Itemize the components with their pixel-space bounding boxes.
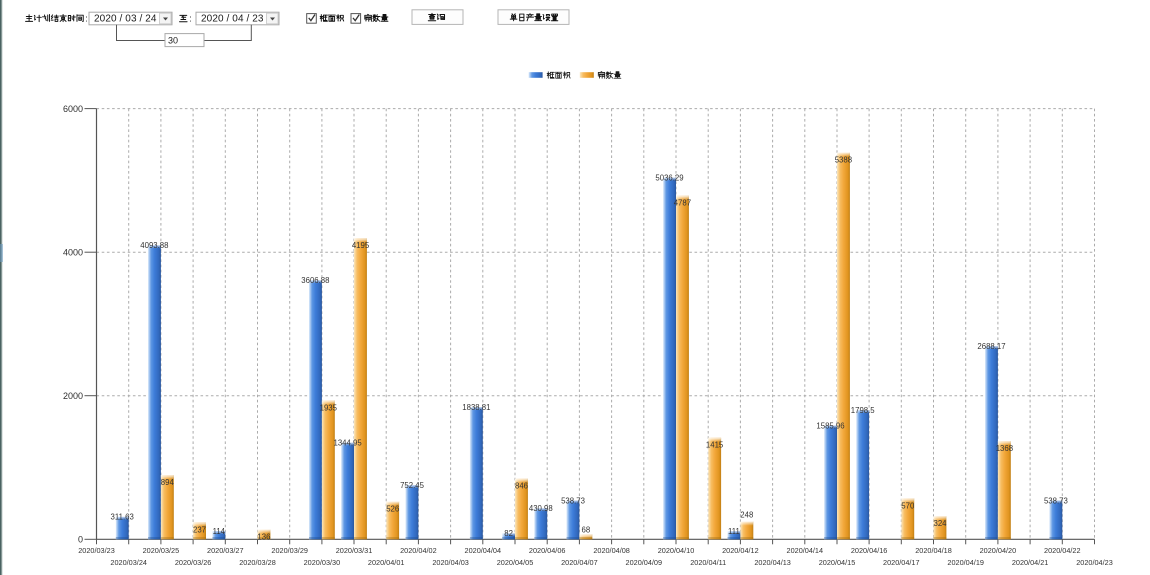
svg-text:1368: 1368 <box>996 444 1013 453</box>
svg-text:2020/04/04: 2020/04/04 <box>465 546 502 555</box>
svg-text:430.98: 430.98 <box>529 504 553 513</box>
svg-text:82: 82 <box>504 529 513 538</box>
svg-text:2020/04/21: 2020/04/21 <box>1012 558 1049 567</box>
svg-text:30: 30 <box>168 35 178 45</box>
svg-text:311.63: 311.63 <box>111 513 134 522</box>
svg-text:2020/03/30: 2020/03/30 <box>304 558 341 567</box>
svg-text:2020 / 03 / 24: 2020 / 03 / 24 <box>94 14 157 25</box>
svg-text:2020/04/09: 2020/04/09 <box>626 558 663 567</box>
svg-text:114: 114 <box>213 527 226 536</box>
svg-text:136: 136 <box>257 533 270 542</box>
svg-text:1838.81: 1838.81 <box>462 403 490 412</box>
svg-text:6000: 6000 <box>63 104 83 114</box>
svg-text:2020/04/05: 2020/04/05 <box>497 558 534 567</box>
svg-text:2020/04/10: 2020/04/10 <box>658 546 695 555</box>
svg-text:2020/04/14: 2020/04/14 <box>787 546 824 555</box>
svg-text:2020/03/27: 2020/03/27 <box>207 546 244 555</box>
svg-text:111: 111 <box>728 527 740 536</box>
svg-text:2020/03/28: 2020/03/28 <box>239 558 276 567</box>
svg-text:1585.96: 1585.96 <box>816 421 844 430</box>
svg-text::: : <box>85 14 88 24</box>
svg-text:894: 894 <box>161 478 175 487</box>
svg-text:2020/03/29: 2020/03/29 <box>271 546 308 555</box>
svg-text:2020/04/03: 2020/04/03 <box>432 558 469 567</box>
svg-text:2020/04/18: 2020/04/18 <box>915 546 952 555</box>
svg-text:538.73: 538.73 <box>1044 496 1068 505</box>
svg-text:2020/04/07: 2020/04/07 <box>561 558 598 567</box>
svg-text:2020/03/26: 2020/03/26 <box>175 558 212 567</box>
svg-text:2020/03/23: 2020/03/23 <box>78 546 115 555</box>
svg-text:0: 0 <box>78 535 83 545</box>
svg-text:538.73: 538.73 <box>561 496 585 505</box>
svg-text:3606.88: 3606.88 <box>301 276 329 285</box>
svg-text:2020/04/15: 2020/04/15 <box>819 558 856 567</box>
svg-text:2020/03/24: 2020/03/24 <box>110 558 147 567</box>
svg-text:2020/04/02: 2020/04/02 <box>400 546 437 555</box>
svg-text:2020/04/22: 2020/04/22 <box>1044 546 1081 555</box>
svg-text:2020/04/01: 2020/04/01 <box>368 558 405 567</box>
svg-text:2020/04/17: 2020/04/17 <box>883 558 920 567</box>
svg-text:2020/04/06: 2020/04/06 <box>529 546 566 555</box>
svg-text:2020/04/23: 2020/04/23 <box>1076 558 1113 567</box>
svg-text:1798.5: 1798.5 <box>851 406 876 415</box>
svg-text:2020/04/08: 2020/04/08 <box>593 546 630 555</box>
svg-text:1415: 1415 <box>706 441 724 450</box>
svg-text:5036.29: 5036.29 <box>655 174 683 183</box>
svg-text:2020 / 04 / 23: 2020 / 04 / 23 <box>201 14 264 25</box>
svg-text:846: 846 <box>515 482 528 491</box>
svg-text:2020/04/11: 2020/04/11 <box>690 558 726 567</box>
svg-text:526: 526 <box>386 505 399 514</box>
svg-text:5388: 5388 <box>835 156 852 165</box>
svg-text:237: 237 <box>193 525 206 534</box>
svg-text:752.45: 752.45 <box>400 481 425 490</box>
svg-text:570: 570 <box>901 501 915 510</box>
svg-text:248: 248 <box>740 511 753 520</box>
svg-text:68: 68 <box>582 525 591 534</box>
svg-text:4093.88: 4093.88 <box>140 241 168 250</box>
svg-text:2688.17: 2688.17 <box>977 342 1005 351</box>
svg-text:2020/03/25: 2020/03/25 <box>143 546 180 555</box>
svg-text:2020/04/20: 2020/04/20 <box>980 546 1017 555</box>
svg-text::: : <box>189 14 192 24</box>
svg-text:324: 324 <box>933 519 947 528</box>
svg-text:2020/04/16: 2020/04/16 <box>851 546 888 555</box>
svg-text:4787: 4787 <box>674 199 691 208</box>
svg-text:1344.95: 1344.95 <box>334 439 363 448</box>
svg-text:2020/04/12: 2020/04/12 <box>722 546 759 555</box>
svg-text:4000: 4000 <box>63 247 83 257</box>
svg-text:2000: 2000 <box>63 391 83 401</box>
svg-text:2020/04/13: 2020/04/13 <box>754 558 791 567</box>
svg-text:2020/03/31: 2020/03/31 <box>336 546 373 555</box>
svg-text:4195: 4195 <box>352 241 370 250</box>
svg-text:1935: 1935 <box>320 403 338 412</box>
svg-text:2020/04/19: 2020/04/19 <box>947 558 984 567</box>
